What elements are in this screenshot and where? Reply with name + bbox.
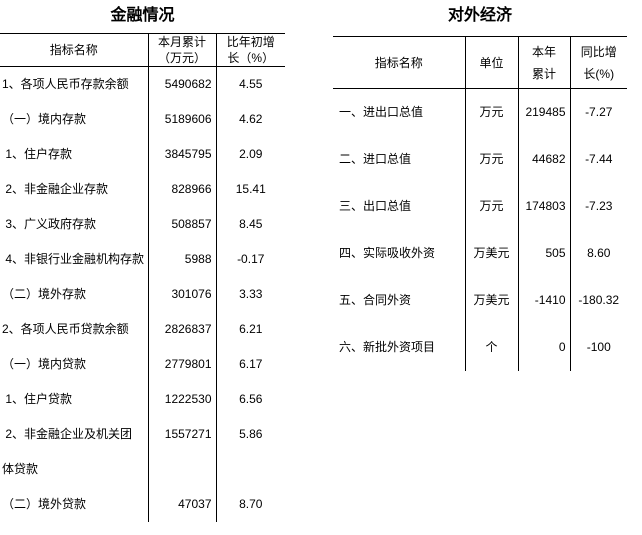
table-row: 五、合同外资 万美元 -1410 -180.32 [333,276,627,324]
foreign-col-yearly-total: 本年 累计 [517,36,570,89]
indicator-name: 2、各项人民币贷款余额 [2,322,129,336]
indicator-name: 1、住户存款 [2,147,73,161]
unit-value: 万元 [464,182,518,230]
foreign-header-row: 指标名称 单位 本年 累计 同比增 长(%) [333,36,627,89]
table-row: 1、住户存款 3845795 2.09 [0,137,285,172]
indicator-name: 2、非金融企业存款 [2,182,109,196]
indicator-name: 1、各项人民币存款余额 [2,77,129,91]
growth-value: 6.56 [239,392,263,406]
indicator-name: 六、新批外资项目 [339,340,436,354]
monthly-total-value: 508857 [147,207,217,242]
yearly-total-value: 0 [517,323,570,371]
foreign-col-indicator: 指标名称 [333,36,465,89]
indicator-name: 二、进口总值 [339,152,412,166]
foreign-col-growth: 同比增 长(%) [569,36,627,89]
unit-value: 万元 [464,135,518,183]
financial-header-row: 指标名称 本月累计 （万元） 比年初增 长（%） [0,33,285,67]
financial-col-growth: 比年初增 长（%） [216,33,285,67]
table-row: （二）境外贷款 47037 8.70 [0,487,285,522]
yoy-growth-value: -100 [569,323,627,371]
foreign-col-unit: 单位 [464,36,518,89]
table-row: 四、实际吸收外资 万美元 505 8.60 [333,229,627,277]
unit-value: 万元 [464,88,518,136]
financial-table: 指标名称 本月累计 （万元） 比年初增 长（%） 1、各项人民币存款余额 549… [0,33,285,522]
growth-value: 8.70 [239,497,263,511]
monthly-total-value: 47037 [147,487,217,522]
table-row: 2、非金融企业存款 828966 15.41 [0,172,285,207]
yearly-total-value: -1410 [517,276,570,324]
indicator-name: （一）境内存款 [2,112,87,126]
table-row: （一）境内存款 5189606 4.62 [0,102,285,137]
indicator-name: 五、合同外资 [339,293,412,307]
table-row: 3、广义政府存款 508857 8.45 [0,207,285,242]
growth-value: 3.33 [239,287,263,301]
yoy-growth-value: -180.32 [569,276,627,324]
growth-value: 4.55 [239,77,263,91]
indicator-name: 一、进出口总值 [339,105,424,120]
table-row: 4、非银行业金融机构存款 5988 -0.17 [0,242,285,277]
growth-value: 6.17 [239,357,263,371]
growth-value: 8.45 [239,217,263,231]
financial-col-indicator: 指标名称 [0,33,148,67]
foreign-economy-title: 对外经济 [447,7,512,24]
yoy-growth-value: -7.23 [569,182,627,230]
monthly-total-value: 1557271 [147,417,217,487]
indicator-name: （二）境外贷款 [2,497,87,511]
table-row: 1、住户贷款 1222530 6.56 [0,382,285,417]
financial-section: 金融情况 指标名称 本月累计 （万元） 比年初增 长（%） 1、各项人民币存款余… [0,0,285,522]
unit-value: 万美元 [464,229,518,277]
yearly-total-value: 505 [517,229,570,277]
table-row: （二）境外存款 301076 3.33 [0,277,285,312]
yearly-total-value: 44682 [517,135,570,183]
monthly-total-value: 828966 [147,172,217,207]
foreign-economy-section: 对外经济 指标名称 单位 本年 累计 同比增 长(%) 一、进出口总值 万元 2… [333,0,627,371]
growth-value: 5.86 [239,427,263,441]
growth-value: 6.21 [239,322,263,336]
yearly-total-value: 219485 [517,88,570,136]
monthly-total-value: 2779801 [147,347,217,382]
monthly-total-value: 5189606 [147,102,217,137]
monthly-total-value: 5988 [147,242,217,277]
indicator-name: 四、实际吸收外资 [339,246,436,260]
table-row: 六、新批外资项目 个 0 -100 [333,323,627,371]
indicator-name: （一）境内贷款 [2,357,87,371]
table-row: （一）境内贷款 2779801 6.17 [0,347,285,382]
yearly-total-value: 174803 [517,182,570,230]
yoy-growth-value: 8.60 [569,229,627,277]
foreign-economy-table: 指标名称 单位 本年 累计 同比增 长(%) 一、进出口总值 万元 219485… [333,36,627,371]
monthly-total-value: 1222530 [147,382,217,417]
growth-value: 15.41 [235,182,266,196]
indicator-name: 三、出口总值 [339,199,412,213]
monthly-total-value: 5490682 [147,66,217,102]
growth-value: -0.17 [237,252,265,266]
indicator-name: 4、非银行业金融机构存款 [2,252,145,266]
indicator-name: 2、非金融企业及机关团 体贷款 [2,427,133,476]
indicator-name: 3、广义政府存款 [2,217,97,231]
growth-value: 4.62 [239,112,263,126]
indicator-name: （二）境外存款 [2,287,87,301]
unit-value: 个 [464,323,518,371]
monthly-total-value: 301076 [147,277,217,312]
growth-value: 2.09 [239,147,263,161]
indicator-name: 1、住户贷款 [2,392,73,406]
table-row: 二、进口总值 万元 44682 -7.44 [333,135,627,183]
yoy-growth-value: -7.27 [569,88,627,136]
financial-title: 金融情况 [110,7,175,24]
table-row: 一、进出口总值 万元 219485 -7.27 [333,88,627,136]
table-row: 1、各项人民币存款余额 5490682 4.55 [0,66,285,102]
unit-value: 万美元 [464,276,518,324]
financial-col-monthly-total: 本月累计 （万元） [147,33,217,67]
yoy-growth-value: -7.44 [569,135,627,183]
table-row: 2、非金融企业及机关团 体贷款 1557271 5.86 [0,417,285,487]
monthly-total-value: 2826837 [147,312,217,347]
table-row: 三、出口总值 万元 174803 -7.23 [333,182,627,230]
table-row: 2、各项人民币贷款余额 2826837 6.21 [0,312,285,347]
monthly-total-value: 3845795 [147,137,217,172]
